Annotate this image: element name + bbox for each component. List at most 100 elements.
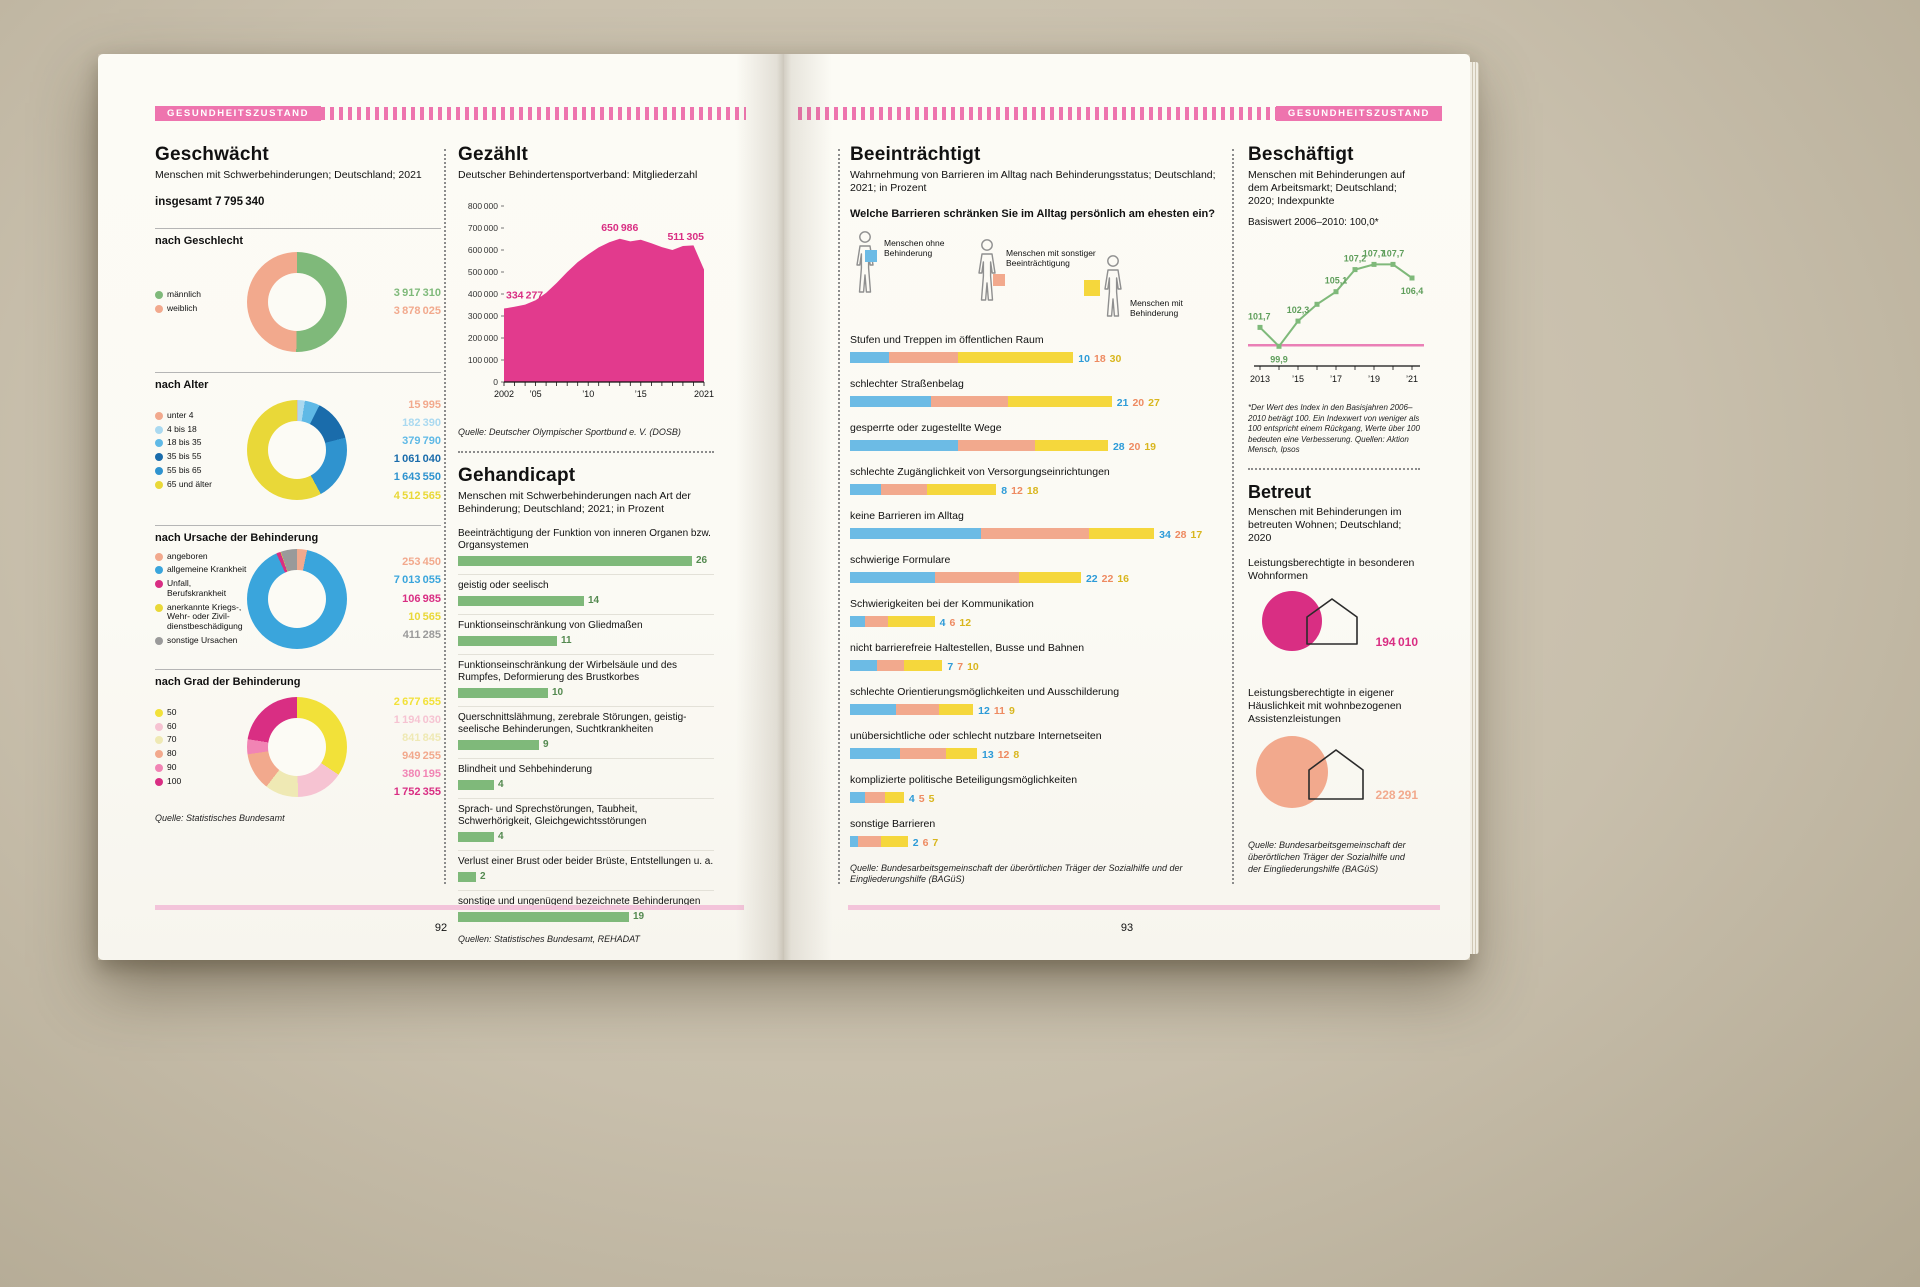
bar-label: Blindheit und Sehbehinderung [458,764,592,776]
barrier-value: 27 [1148,396,1160,409]
donut-value: 15 995 [408,398,441,411]
page-number-right: 93 [1120,922,1134,934]
barrier-segment [934,572,1020,584]
bar-row: 19 [458,911,714,922]
barrier-value: 5 [918,792,925,805]
donut-hole [268,569,326,628]
donut-values: 3 917 310 3 878 025 [347,284,441,320]
barrier-item: nicht barrierefreie Haltestellen, Busse … [850,642,1222,675]
donut-row: angeboren allgemeine Krankheit Unfall, Ber… [155,548,441,649]
legend-label: 35 bis 55 [167,451,202,462]
section-heading: nach Grad der Behinderung [155,675,301,688]
legend-item: 100 [155,776,247,787]
barrier-label: nicht barrierefreie Haltestellen, Busse … [850,641,1085,654]
barrier-label: schlechte Orientierungsmöglichkeiten und… [850,685,1120,698]
barrier-value: 20 [1132,396,1145,409]
donut-values: 15 995 182 390 379 790 1 061 040 1 643 550 4 … [347,396,441,505]
barrier-segment [903,660,943,672]
barrier-values: 4 6 12 [940,613,975,631]
survey-question: Welche Barrieren schränken Sie im Alltag… [850,207,1215,220]
bar-row: 26 [458,555,714,566]
legend-item: 65 und älter [155,479,247,490]
source-gezaehlt: Quelle: Deutscher Olympischer Sportbund … [458,426,681,437]
barrier-value: 12 [997,748,1010,761]
betreut-label-2: Leistungsberechtigte in eigener Häuslich… [1248,686,1402,726]
bar [458,911,629,922]
donut-values: 253 450 7 013 055 106 985 10 565 411 285 [347,553,441,644]
svg-text:’10: ’10 [582,389,594,399]
barrier-segment [926,484,997,496]
barrier-item: keine Barrieren im Alltag 34 28 17 [850,510,1222,543]
page-right: GESUNDHEITSZUSTAND Beeinträchtigt Wahrne… [784,54,1470,960]
legend-label: allgemeine Krankheit [167,564,247,575]
legend-swatch-salmon [993,273,1005,286]
barrier-item: schlechter Straßenbelag 21 20 27 [850,378,1222,411]
barrier-bar [850,352,1074,364]
svg-text:334 277: 334 277 [506,289,543,301]
donut-section: nach Geschlecht männlich weiblich 3 917 310… [155,227,441,352]
legend-group-sonstige-beeintraechtigung: Menschen mit sonstiger Beeinträchtigung [972,238,1096,304]
svg-text:200 000: 200 000 [468,333,498,343]
barrier-values: 21 20 27 [1117,393,1164,411]
legend-item: 50 [155,707,247,718]
donut-value: 253 450 [402,556,441,569]
donut-value: 841 845 [402,731,441,744]
svg-text:500 000: 500 000 [468,267,498,277]
barrier-segment [896,704,939,716]
bar-row: 4 [458,779,714,790]
legend-swatch [155,304,163,313]
handicap-bar-item: Funktionseinschränkung von Gliedmaßen 11 [458,614,714,646]
legend-item: unter 4 [155,410,247,421]
legend-swatch [155,466,163,475]
barrier-label: sonstige Barrieren [850,817,936,830]
column-beschaeftigt-betreut: Beschäftigt Menschen mit Behinderungen a… [1248,144,1424,875]
bar-value: 4 [498,779,504,791]
chart-subtitle-geschwaecht: Menschen mit Schwerbehinderungen; Deutsc… [155,169,422,181]
legend-label: anerkannte Kriegs-, Wehr- oder Zivil-die… [167,601,243,632]
barrier-segment [888,352,958,364]
barrier-bar [850,616,935,628]
legend-swatch [155,453,163,462]
legend-item: männlich [155,289,247,300]
barrier-segment [1034,440,1108,452]
svg-text:’15: ’15 [635,389,647,399]
chart-subtitle-beeintraechtigt: Wahrnehmung von Barrieren im Alltag nach… [850,169,1216,194]
legend-item: weiblich [155,303,247,314]
barrier-bar-row: 13 12 8 [850,745,1222,763]
section-heading: nach Ursache der Behinderung [155,531,319,544]
donut-hole [268,718,326,777]
barrier-segment [850,704,897,716]
legend-swatch-blue [865,249,877,262]
band-stripes [321,107,746,120]
person-icon [856,230,874,293]
legend-label: Menschen mit sonstiger Beeinträchtigung [1006,247,1096,268]
bar-value: 11 [561,635,572,647]
barrier-bar-row: 21 20 27 [850,393,1222,411]
bar-row: 10 [458,687,714,698]
donut-value: 411 285 [402,628,441,641]
donut-value: 1 061 040 [393,453,441,466]
barrier-value: 8 [1013,748,1020,761]
employment-index-chart: 101,7 99,9 102,3 105,1 107,2 107,7 107,7 106,4 2… [1248,232,1424,397]
total-value: insgesamt 7 795 340 [155,195,265,208]
chart-subtitle-gezaehlt: Deutscher Behindertensportverband: Mitgl… [458,169,698,181]
legend-swatch [155,750,163,759]
barrier-value: 12 [1011,484,1023,497]
barrier-item: schlechte Orientierungsmöglichkeiten und… [850,686,1222,719]
legend-item: 35 bis 55 [155,451,247,462]
footnote-beschaeftigt: *Der Wert des Index in den Basisjahren 2… [1248,403,1420,454]
barrier-segment [850,352,889,364]
legend-item: angeboren [155,551,247,562]
source-geschwaecht: Quelle: Statistisches Bundesamt [155,813,285,824]
donut-value: 1 643 550 [393,471,441,484]
barrier-value: 18 [1026,484,1039,497]
donut-value: 2 677 655 [393,695,441,708]
barrier-values: 7 7 10 [947,657,982,675]
barrier-value: 13 [982,748,994,761]
betreut-label-1: Leistungsberechtigte in besonderen Wohnf… [1248,556,1415,582]
book-spread: GESUNDHEITSZUSTAND Geschwächt Menschen m… [98,54,1470,960]
donut-value: 1 752 355 [393,786,441,799]
barrier-bar-row: 8 12 18 [850,481,1222,499]
barrier-value: 17 [1190,528,1203,541]
